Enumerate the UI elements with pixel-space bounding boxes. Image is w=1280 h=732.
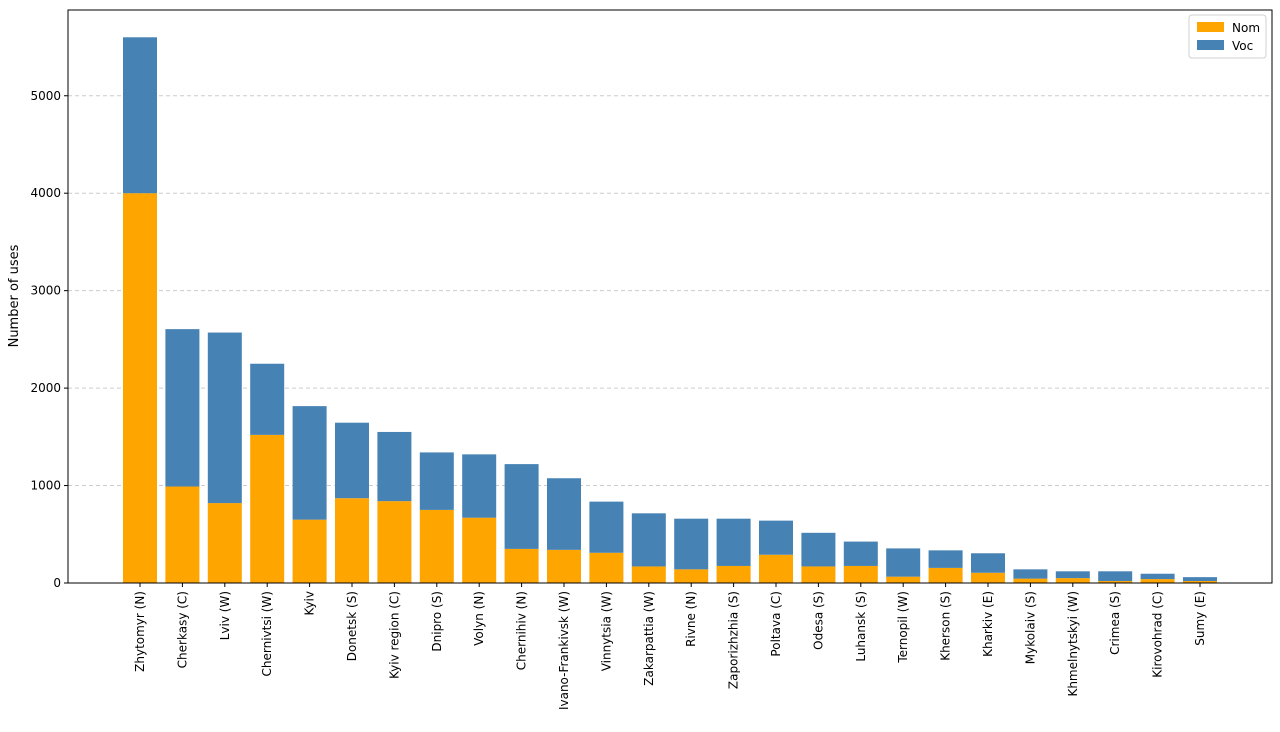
- y-tick-label: 0: [53, 576, 61, 590]
- bar-nom: [589, 552, 624, 583]
- bar-nom: [504, 548, 539, 583]
- y-tick-label: 1000: [30, 479, 61, 493]
- x-tick-label: Volyn (N): [472, 591, 486, 646]
- bar-voc: [843, 541, 878, 566]
- x-tick-label: Poltava (C): [769, 591, 783, 657]
- bar-voc: [250, 363, 285, 435]
- bar-voc: [631, 513, 666, 567]
- x-tick-label: Dnipro (S): [430, 591, 444, 652]
- bar-nom: [843, 565, 878, 583]
- bar-voc: [1183, 577, 1217, 582]
- bar-voc: [165, 329, 200, 487]
- bar-nom: [1055, 578, 1090, 583]
- bar-nom: [335, 498, 369, 583]
- bar-voc: [207, 332, 242, 504]
- bar-nom: [462, 517, 497, 583]
- x-tick-label: Kirovohrad (C): [1151, 591, 1165, 678]
- x-tick-label: Sumy (E): [1193, 591, 1207, 646]
- bar-nom: [165, 486, 200, 583]
- legend-label-voc: Voc: [1232, 39, 1253, 53]
- bar-voc: [1013, 569, 1048, 579]
- bar-nom: [292, 519, 327, 583]
- y-axis-label: Number of uses: [7, 244, 22, 347]
- x-tick-label: Crimea (S): [1108, 591, 1122, 655]
- bar-nom: [971, 572, 1005, 583]
- y-tick-label: 3000: [30, 284, 61, 298]
- legend-swatch-voc: [1197, 40, 1224, 50]
- bar-nom: [886, 576, 921, 583]
- x-tick-label: Odesa (S): [811, 591, 825, 650]
- bar-nom: [674, 569, 709, 583]
- bars-layer: [123, 37, 1217, 583]
- bar-nom: [716, 565, 751, 583]
- bar-nom: [1140, 579, 1175, 583]
- x-tick-label: Zhytomyr (N): [133, 591, 147, 672]
- x-tick-label: Zakarpattia (W): [642, 591, 656, 686]
- bar-voc: [504, 464, 539, 549]
- bar-nom: [123, 193, 157, 583]
- bar-voc: [547, 478, 581, 550]
- x-tick-label: Kharkiv (E): [981, 591, 995, 657]
- x-axis: Zhytomyr (N) Cherkasy (C) Lviv (W) Chernivt…: [133, 583, 1207, 710]
- bar-voc: [1055, 571, 1090, 579]
- bar-nom: [801, 566, 836, 583]
- x-tick-label: Luhansk (S): [854, 591, 868, 662]
- bar-nom: [759, 554, 793, 583]
- bar-voc: [589, 501, 624, 553]
- bar-nom: [1183, 581, 1217, 583]
- x-tick-label: Cherkasy (C): [175, 591, 189, 668]
- legend-swatch-nom: [1197, 22, 1224, 32]
- bar-voc: [419, 452, 454, 510]
- x-tick-label: Zaporizhzhia (S): [727, 591, 741, 689]
- bar-voc: [1140, 573, 1175, 580]
- bar-nom: [547, 549, 581, 583]
- bar-nom: [928, 567, 963, 583]
- bar-voc: [123, 37, 157, 194]
- bar-voc: [971, 553, 1005, 573]
- x-tick-label: Kherson (S): [939, 591, 953, 661]
- x-tick-label: Ternopil (W): [896, 591, 910, 664]
- bar-nom: [207, 503, 242, 583]
- x-tick-label: Khmelnytskyi (W): [1066, 591, 1080, 697]
- bar-nom: [1098, 581, 1133, 583]
- x-tick-label: Chernivtsi (W): [260, 591, 274, 676]
- y-tick-label: 5000: [30, 89, 61, 103]
- bar-voc: [1098, 571, 1133, 582]
- grid-layer: [68, 95, 1272, 487]
- bar-voc: [759, 520, 793, 555]
- bar-voc: [886, 548, 921, 577]
- bar-voc: [292, 406, 327, 520]
- bar-voc: [928, 550, 963, 568]
- bar-voc: [716, 518, 751, 566]
- bar-nom: [419, 509, 454, 583]
- legend: Nom Voc: [1188, 14, 1267, 59]
- bar-voc: [801, 532, 836, 567]
- x-tick-label: Chernihiv (N): [515, 591, 529, 670]
- bar-nom: [250, 434, 285, 583]
- x-tick-label: Lviv (W): [218, 591, 232, 640]
- bar-nom: [377, 501, 412, 583]
- y-tick-label: 4000: [30, 186, 61, 200]
- x-tick-label: Kyiv: [303, 591, 317, 616]
- bar-voc: [377, 431, 412, 502]
- x-tick-label: Mykolaiv (S): [1023, 591, 1037, 664]
- bar-voc: [335, 422, 369, 499]
- plot-frame: [67, 9, 1273, 584]
- bar-nom: [1013, 578, 1048, 583]
- bar-voc: [674, 518, 709, 570]
- y-axis: 0 1000 2000 3000 4000 5000: [30, 89, 68, 590]
- bar-voc: [462, 454, 497, 518]
- x-tick-label: Ivano-Frankivsk (W): [557, 591, 571, 710]
- y-tick-label: 2000: [30, 381, 61, 395]
- bar-nom: [631, 566, 666, 583]
- x-tick-label: Donetsk (S): [345, 591, 359, 661]
- x-tick-label: Kyiv region (C): [387, 591, 401, 679]
- x-tick-label: Rivne (N): [684, 591, 698, 647]
- legend-label-nom: Nom: [1232, 21, 1260, 35]
- x-tick-label: Vinnytsia (W): [599, 591, 613, 671]
